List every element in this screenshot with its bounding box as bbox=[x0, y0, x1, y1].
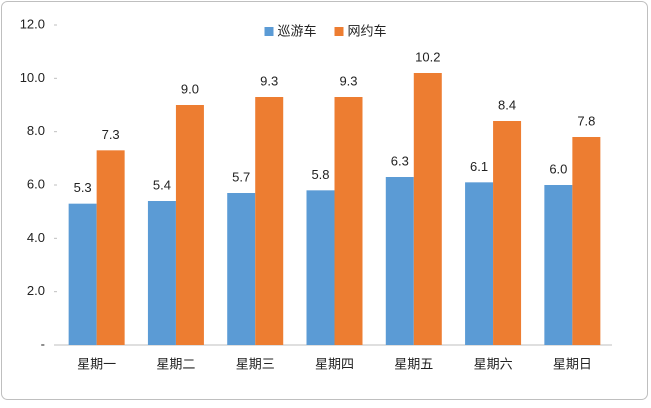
bar bbox=[493, 121, 522, 345]
y-tick-label: 6.0 bbox=[27, 176, 45, 191]
value-label: 5.7 bbox=[232, 169, 250, 184]
x-tick-label: 星期五 bbox=[394, 356, 433, 371]
x-tick-label: 星期一 bbox=[77, 356, 116, 371]
bar bbox=[465, 182, 494, 345]
bar bbox=[227, 193, 256, 345]
y-tick-label: 10.0 bbox=[20, 70, 45, 85]
y-tick-label: - bbox=[41, 336, 45, 351]
bar bbox=[385, 177, 414, 345]
bar bbox=[306, 190, 335, 345]
bar bbox=[96, 150, 125, 345]
bar bbox=[413, 73, 442, 345]
x-tick-label: 星期三 bbox=[236, 356, 275, 371]
value-label: 7.3 bbox=[102, 127, 120, 142]
x-tick-label: 星期日 bbox=[553, 356, 592, 371]
value-label: 6.3 bbox=[391, 153, 409, 168]
legend-label: 网约车 bbox=[348, 23, 387, 38]
value-label: 7.8 bbox=[577, 113, 595, 128]
bar bbox=[147, 201, 176, 345]
x-tick-label: 星期四 bbox=[315, 356, 354, 371]
legend-swatch bbox=[334, 27, 344, 36]
bar bbox=[175, 105, 204, 345]
value-label: 5.4 bbox=[153, 177, 171, 192]
value-label: 9.0 bbox=[181, 81, 199, 96]
value-label: 9.3 bbox=[260, 73, 278, 88]
y-tick-label: 8.0 bbox=[27, 123, 45, 138]
value-label: 5.8 bbox=[311, 167, 329, 182]
legend-label: 巡游车 bbox=[278, 23, 317, 38]
value-label: 5.3 bbox=[74, 180, 92, 195]
y-tick-label: 4.0 bbox=[27, 230, 45, 245]
value-label: 10.2 bbox=[415, 49, 440, 64]
value-label: 8.4 bbox=[498, 97, 516, 112]
y-tick-label: 12.0 bbox=[20, 16, 45, 31]
bar bbox=[544, 185, 573, 345]
x-tick-label: 星期二 bbox=[156, 356, 195, 371]
bar bbox=[334, 97, 363, 345]
legend-swatch bbox=[264, 27, 274, 36]
bar bbox=[68, 203, 97, 345]
y-tick-label: 2.0 bbox=[27, 283, 45, 298]
value-label: 9.3 bbox=[339, 73, 357, 88]
bar bbox=[255, 97, 284, 345]
value-label: 6.1 bbox=[470, 159, 488, 174]
x-tick-label: 星期六 bbox=[474, 356, 513, 371]
bar bbox=[572, 137, 601, 345]
value-label: 6.0 bbox=[549, 161, 567, 176]
